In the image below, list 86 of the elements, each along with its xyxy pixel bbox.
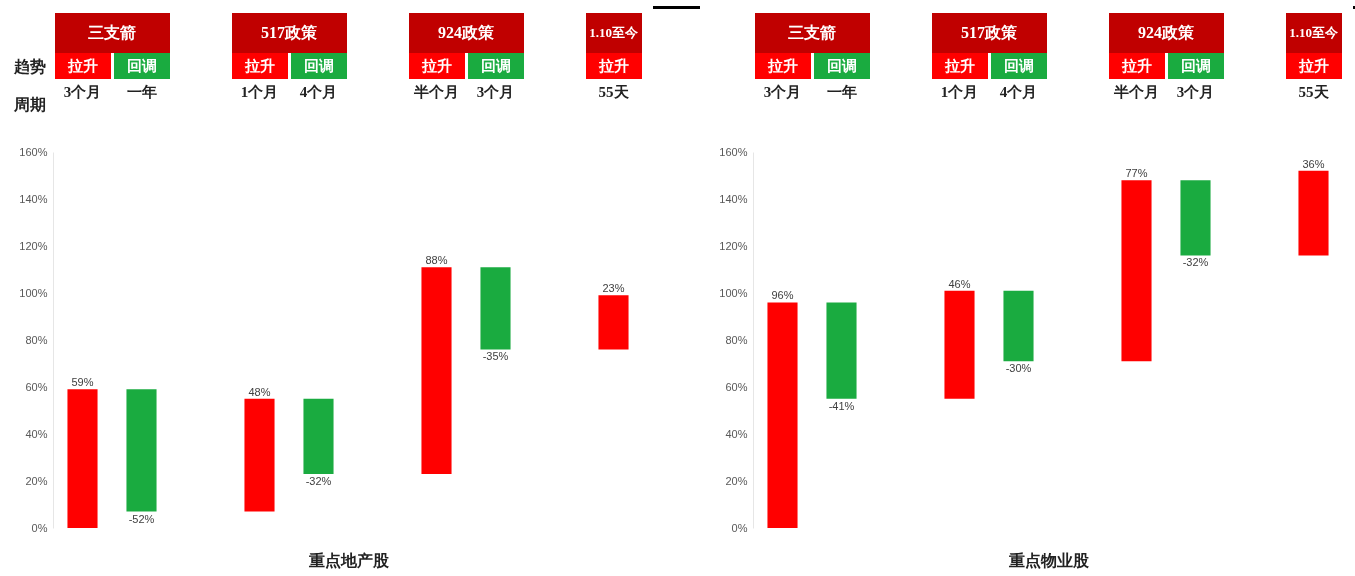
data-label: -32%	[305, 474, 332, 487]
x-tick-label: 回调	[1167, 53, 1224, 79]
data-label: -30%	[1005, 362, 1032, 375]
data-label: -35%	[482, 350, 509, 363]
y-tick-label: 140%	[19, 192, 48, 205]
text: 1.10至今	[585, 13, 642, 53]
text: 趋势	[13, 56, 47, 77]
y-tick-label: 160%	[719, 145, 748, 158]
text: 55天	[597, 82, 630, 102]
text: 三支箭	[754, 13, 870, 53]
y-tick-label: 40%	[725, 427, 748, 440]
x-tick-label: 拉升	[754, 53, 811, 79]
text: 周期	[13, 94, 47, 115]
y-tick-label: 40%	[25, 427, 48, 440]
x-tick-label: 回调	[990, 53, 1047, 79]
y-tick-label: 100%	[719, 286, 748, 299]
text: 一年	[125, 82, 158, 102]
x-tick-label: 回调	[113, 53, 170, 79]
data-label: 36%	[1302, 157, 1325, 170]
y-tick-label: 0%	[31, 521, 48, 534]
bar	[1298, 170, 1329, 256]
x-tick-label: 拉升	[54, 53, 111, 79]
bar	[244, 398, 275, 512]
x-tick-label: 回调	[290, 53, 347, 79]
y-tick-label: 60%	[25, 380, 48, 393]
data-label: 23%	[602, 282, 625, 295]
text: 一年	[825, 82, 858, 102]
text: 4个月	[298, 82, 339, 102]
bar	[303, 398, 334, 474]
y-tick-label: 100%	[19, 286, 48, 299]
y-tick-label: 120%	[719, 239, 748, 252]
text: 517政策	[231, 13, 347, 53]
text: 4个月	[998, 82, 1039, 102]
data-label: 48%	[248, 385, 271, 398]
text: 3个月	[475, 82, 516, 102]
text: 924政策	[1108, 13, 1224, 53]
data-label: -32%	[1182, 256, 1209, 269]
data-label: 88%	[425, 254, 448, 267]
text: 924政策	[408, 13, 524, 53]
text: 1.10至今	[1285, 13, 1342, 53]
y-tick-label: 80%	[25, 333, 48, 346]
text: 55天	[1297, 82, 1330, 102]
y-tick-label: 80%	[725, 333, 748, 346]
text: 3个月	[1175, 82, 1216, 102]
data-label: -41%	[828, 399, 855, 412]
y-tick-label: 20%	[725, 474, 748, 487]
bar	[944, 290, 975, 399]
x-axis-title: 重点物业股	[1007, 551, 1090, 570]
x-tick-label: 拉升	[408, 53, 465, 79]
y-tick-label: 60%	[725, 380, 748, 393]
text: 1个月	[939, 82, 980, 102]
y-tick-label: 160%	[19, 145, 48, 158]
data-label: -52%	[128, 512, 155, 525]
y-tick-label: 20%	[25, 474, 48, 487]
x-tick-label: 回调	[813, 53, 870, 79]
text: 三支箭	[54, 13, 170, 53]
bar	[826, 302, 857, 399]
bar	[421, 267, 452, 474]
data-label: 77%	[1125, 167, 1148, 180]
text: 半个月	[1113, 82, 1160, 102]
text: 3个月	[762, 82, 803, 102]
y-tick-label: 120%	[19, 239, 48, 252]
bar	[1121, 180, 1152, 362]
data-label: 96%	[771, 289, 794, 302]
bar	[767, 302, 798, 528]
x-tick-label: 拉升	[585, 53, 642, 79]
x-tick-label: 拉升	[1285, 53, 1342, 79]
bar	[126, 389, 157, 512]
x-axis-title: 重点地产股	[307, 551, 390, 570]
y-tick-label: 0%	[731, 521, 748, 534]
bar	[1180, 180, 1211, 256]
text: 半个月	[413, 82, 460, 102]
text: 1个月	[239, 82, 280, 102]
bar	[480, 267, 511, 350]
bar	[67, 389, 98, 528]
data-label: 46%	[948, 277, 971, 290]
x-tick-label: 拉升	[1108, 53, 1165, 79]
bar	[1003, 290, 1034, 362]
bar	[598, 295, 629, 350]
y-tick-label: 140%	[719, 192, 748, 205]
x-tick-label: 回调	[467, 53, 524, 79]
text: 3个月	[62, 82, 103, 102]
data-label: 59%	[71, 376, 94, 389]
x-tick-label: 拉升	[231, 53, 288, 79]
x-tick-label: 拉升	[931, 53, 988, 79]
text: 517政策	[931, 13, 1047, 53]
